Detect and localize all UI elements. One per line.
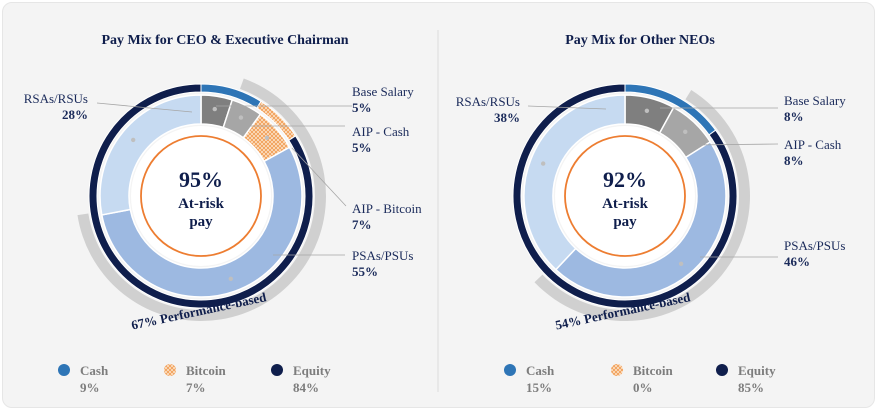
segment-psa-marker <box>678 261 684 267</box>
label-psa-value: 46% <box>784 254 810 269</box>
segment-base-marker <box>644 108 650 113</box>
label-aip_cash-name: AIP - Cash <box>784 137 842 152</box>
label-aip_bitcoin-name: AIP - Bitcoin <box>352 201 422 216</box>
segment-psa <box>100 146 303 298</box>
chart-title: Pay Mix for Other NEOs <box>565 33 715 48</box>
performance-band-arc <box>534 89 750 321</box>
at-risk-label: At-risk <box>602 196 648 212</box>
segment-psa <box>554 140 727 298</box>
label-base-name: Base Salary <box>784 93 846 108</box>
legend-cash-value: 15% <box>526 380 552 395</box>
label-psa-name: PSAs/PSUs <box>352 248 413 263</box>
at-risk-value: 95% <box>179 167 223 192</box>
legend-equity-swatch <box>271 364 283 376</box>
center-ring <box>140 135 262 257</box>
legend-equity-name: Equity <box>738 363 776 378</box>
leader-line-aip_bitcoin <box>291 147 347 207</box>
segment-aip_cash-marker <box>238 115 244 120</box>
outer-ring-equity <box>512 83 738 309</box>
at-risk-label: At-risk <box>178 196 224 212</box>
label-base-value: 5% <box>352 100 372 115</box>
legend-cash-swatch <box>504 364 516 376</box>
leader-line-aip_cash <box>692 143 779 146</box>
segment-rsa-marker <box>130 137 136 143</box>
legend-cash-swatch <box>58 364 70 376</box>
legend-equity-name: Equity <box>293 363 331 378</box>
label-aip_cash-name: AIP - Cash <box>352 124 410 139</box>
segment-aip_cash-marker <box>683 129 688 135</box>
label-rsa-value: 38% <box>494 110 520 125</box>
legend-bitcoin-swatch <box>611 364 623 376</box>
segment-aip_bitcoin-marker <box>264 135 270 141</box>
legend-bitcoin-value: 7% <box>186 380 206 395</box>
legend-cash-value: 9% <box>80 380 100 395</box>
legend-equity-value: 85% <box>738 380 764 395</box>
legend-equity-value: 84% <box>293 380 319 395</box>
segment-psa-marker <box>228 276 234 281</box>
center-disc <box>555 126 695 266</box>
segment-rsa-marker <box>540 161 546 166</box>
label-base-value: 8% <box>784 109 804 124</box>
legend-cash-name: Cash <box>526 363 555 378</box>
outer-ring-equity <box>88 83 314 309</box>
label-psa-name: PSAs/PSUs <box>784 238 845 253</box>
center-disc <box>131 126 271 266</box>
label-rsa-name: RSAs/RSUs <box>456 94 520 109</box>
segment-base-marker <box>212 106 217 112</box>
legend-cash-name: Cash <box>80 363 109 378</box>
legend-bitcoin-value: 0% <box>633 380 653 395</box>
label-aip_bitcoin-value: 7% <box>352 217 372 232</box>
legend-bitcoin-name: Bitcoin <box>633 363 673 378</box>
segment-rsa <box>523 94 626 271</box>
label-psa-value: 55% <box>352 264 378 279</box>
label-aip_cash-value: 8% <box>784 153 804 168</box>
legend-bitcoin-name: Bitcoin <box>186 363 226 378</box>
label-aip_cash-value: 5% <box>352 140 372 155</box>
label-rsa-name: RSAs/RSUs <box>24 91 88 106</box>
at-risk-value: 92% <box>603 167 647 192</box>
legend-equity-swatch <box>716 364 728 376</box>
center-ring <box>564 135 686 257</box>
label-rsa-value: 28% <box>62 107 88 122</box>
label-base-name: Base Salary <box>352 84 414 99</box>
segment-rsa <box>99 94 202 216</box>
leader-line-rsa <box>527 105 607 110</box>
ceo-pay-mix-chart: Pay Mix for CEO & Executive Chairman 95% A… <box>24 33 422 395</box>
at-risk-sublabel: pay <box>189 214 213 230</box>
leader-line-rsa <box>96 102 193 113</box>
at-risk-sublabel: pay <box>613 214 637 230</box>
chart-title: Pay Mix for CEO & Executive Chairman <box>101 33 348 48</box>
legend-bitcoin-swatch <box>164 364 176 376</box>
